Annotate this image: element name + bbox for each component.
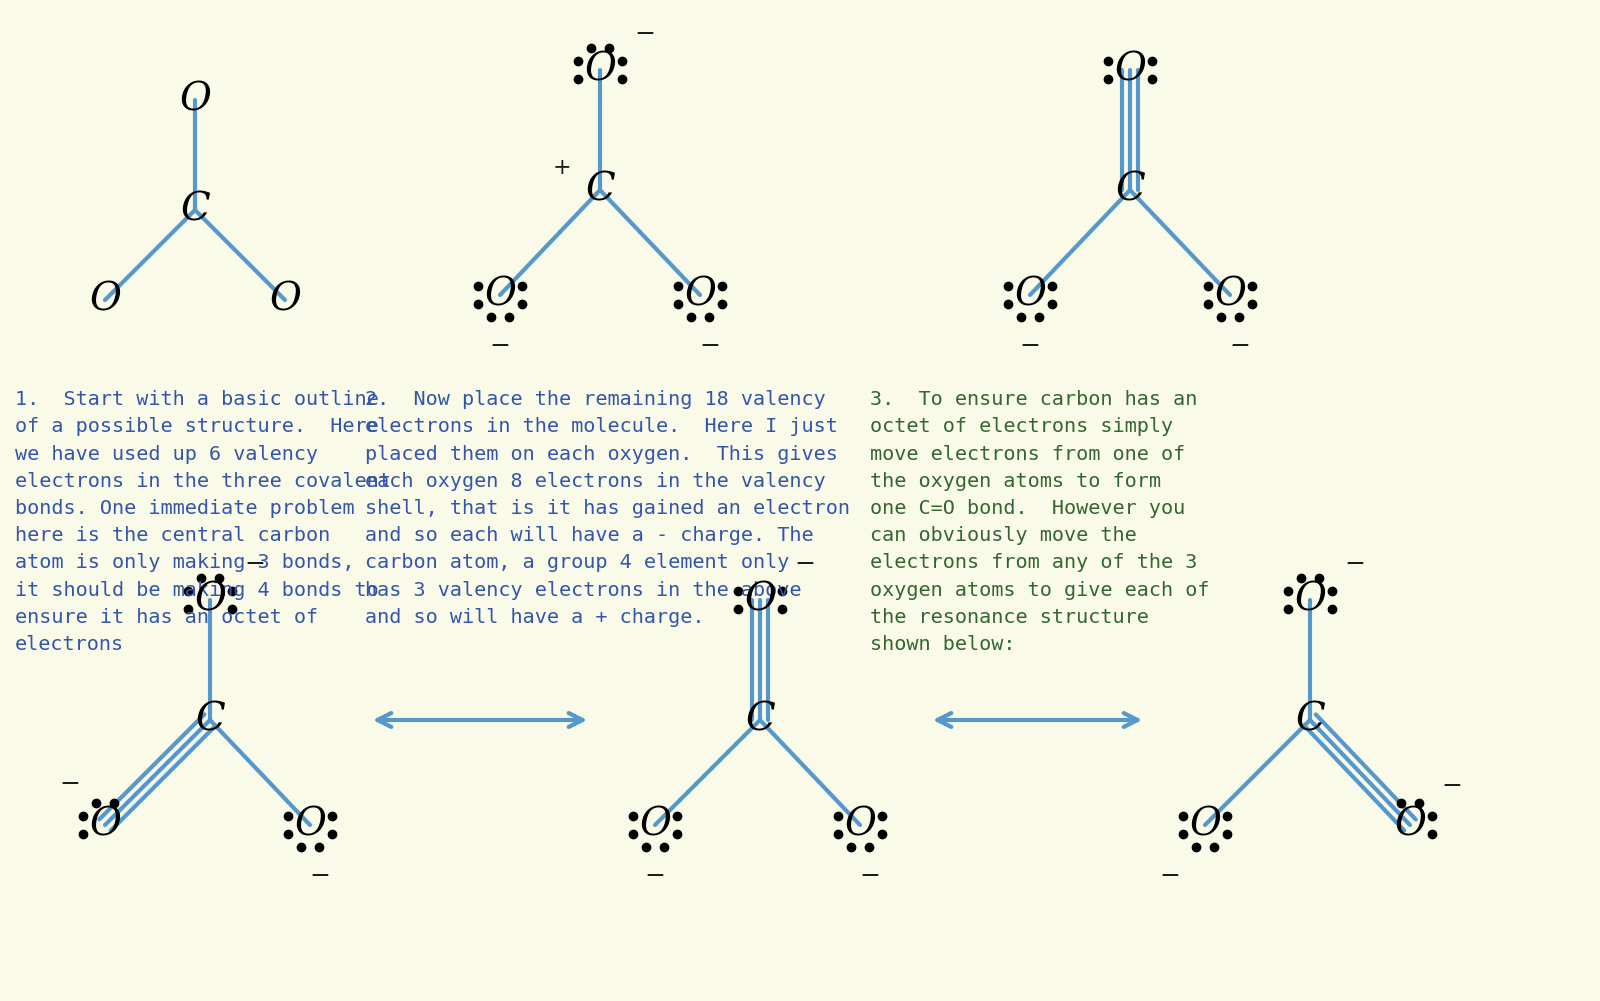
Text: C: C (746, 702, 774, 739)
Text: C: C (1115, 171, 1146, 208)
Text: +: + (552, 157, 571, 179)
Text: −: − (645, 866, 666, 889)
Text: O: O (90, 807, 122, 844)
Text: O: O (638, 807, 670, 844)
Text: O: O (1189, 807, 1221, 844)
Text: −: − (1019, 335, 1040, 358)
Text: −: − (490, 335, 510, 358)
Text: O: O (294, 807, 326, 844)
Text: C: C (586, 171, 614, 208)
Text: O: O (1294, 582, 1326, 619)
Text: 2.  Now place the remaining 18 valency
electrons in the molecule.  Here I just
p: 2. Now place the remaining 18 valency el… (365, 390, 850, 627)
Text: −: − (1160, 866, 1181, 889)
Text: −: − (699, 335, 720, 358)
Text: O: O (685, 276, 715, 313)
Text: O: O (1014, 276, 1046, 313)
Text: −: − (1344, 554, 1365, 577)
Text: O: O (485, 276, 515, 313)
Text: C: C (181, 191, 210, 228)
Text: O: O (194, 582, 226, 619)
Text: O: O (269, 281, 301, 318)
Text: −: − (795, 554, 816, 577)
Text: 3.  To ensure carbon has an
octet of electrons simply
move electrons from one of: 3. To ensure carbon has an octet of elec… (870, 390, 1210, 655)
Text: O: O (1214, 276, 1246, 313)
Text: −: − (859, 866, 880, 889)
Text: O: O (845, 807, 875, 844)
Text: −: − (1229, 335, 1251, 358)
Text: −: − (1442, 776, 1462, 799)
Text: −: − (309, 866, 331, 889)
Text: 1.  Start with a basic outline
of a possible structure.  Here
we have used up 6 : 1. Start with a basic outline of a possi… (14, 390, 390, 655)
Text: O: O (744, 582, 776, 619)
Text: O: O (1114, 51, 1146, 88)
Text: O: O (584, 51, 616, 88)
Text: −: − (59, 774, 80, 797)
Text: −: − (245, 554, 266, 577)
Text: C: C (195, 702, 226, 739)
Text: O: O (1394, 807, 1426, 844)
Text: C: C (1294, 702, 1325, 739)
Text: O: O (179, 81, 211, 118)
Text: O: O (90, 281, 122, 318)
Text: −: − (635, 23, 656, 46)
